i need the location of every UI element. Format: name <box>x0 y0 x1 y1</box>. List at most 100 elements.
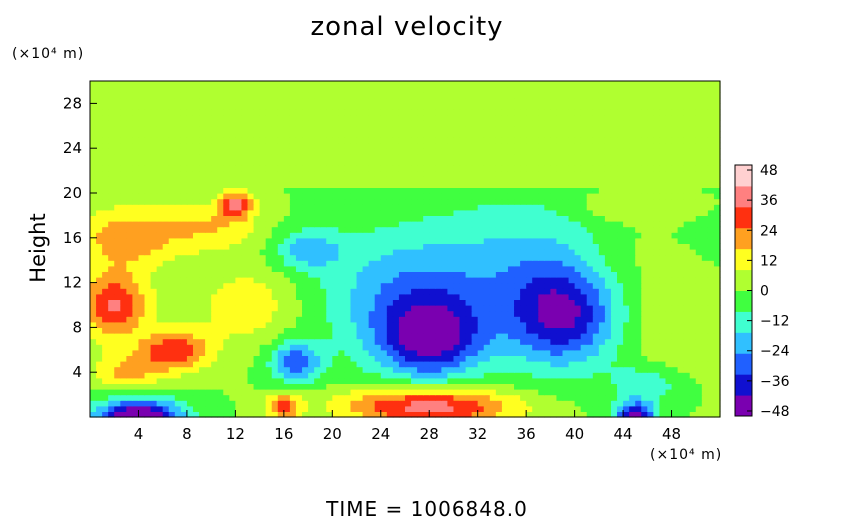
contour-cell <box>671 344 679 351</box>
contour-cell <box>392 165 400 172</box>
contour-cell <box>526 226 533 233</box>
contour-cell <box>259 366 267 373</box>
contour-cell <box>138 165 146 172</box>
contour-cell <box>308 305 315 312</box>
contour-cell <box>374 232 382 239</box>
contour-cell <box>598 282 606 289</box>
contour-cell <box>271 411 279 418</box>
contour-cell <box>671 282 679 289</box>
contour-cell <box>623 265 630 272</box>
contour-cell <box>247 383 255 390</box>
contour-cell <box>162 237 170 244</box>
contour-cell <box>665 344 673 351</box>
contour-cell <box>417 237 424 244</box>
contour-cell <box>102 355 109 362</box>
contour-cell <box>647 198 654 205</box>
contour-cell <box>526 299 533 306</box>
contour-cell <box>417 349 424 356</box>
contour-cell <box>114 400 121 407</box>
contour-cell <box>568 366 576 373</box>
contour-cell <box>556 310 564 317</box>
contour-cell <box>556 221 564 228</box>
contour-cell <box>102 221 109 228</box>
contour-cell <box>665 316 673 323</box>
contour-cell <box>623 170 630 177</box>
contour-cell <box>689 327 697 334</box>
contour-cell <box>362 372 370 379</box>
contour-cell <box>707 377 715 384</box>
contour-cell <box>289 344 297 351</box>
contour-cell <box>162 305 170 312</box>
contour-cell <box>241 249 249 256</box>
contour-cell <box>314 204 321 211</box>
contour-cell <box>592 221 600 228</box>
contour-cell <box>374 316 382 323</box>
contour-cell <box>96 333 103 340</box>
contour-cell <box>453 193 461 200</box>
contour-cell <box>429 361 436 368</box>
contour-cell <box>507 181 515 188</box>
contour-cell <box>338 316 346 323</box>
contour-cell <box>713 209 721 216</box>
contour-cell <box>447 394 455 401</box>
contour-cell <box>411 243 418 250</box>
contour-cell <box>586 349 594 356</box>
contour-cell <box>308 153 315 160</box>
contour-cell <box>471 181 479 188</box>
contour-cell <box>253 338 261 345</box>
contour-cell <box>138 198 146 205</box>
contour-cell <box>429 232 436 239</box>
contour-field <box>90 81 721 418</box>
contour-cell <box>235 366 243 373</box>
contour-cell <box>205 148 212 155</box>
contour-cell <box>532 198 539 205</box>
contour-cell <box>598 198 606 205</box>
contour-cell <box>223 383 230 390</box>
contour-cell <box>501 193 509 200</box>
contour-cell <box>259 271 267 278</box>
contour-cell <box>514 165 521 172</box>
contour-cell <box>556 249 564 256</box>
contour-cell <box>192 389 200 396</box>
contour-cell <box>180 349 188 356</box>
contour-cell <box>629 293 636 300</box>
contour-cell <box>441 400 449 407</box>
contour-cell <box>683 159 691 166</box>
contour-cell <box>514 372 521 379</box>
contour-cell <box>411 215 418 222</box>
contour-cell <box>471 221 479 228</box>
contour-cell <box>205 204 212 211</box>
contour-cell <box>441 277 449 284</box>
contour-cell <box>635 333 642 340</box>
contour-cell <box>695 361 703 368</box>
contour-cell <box>477 193 485 200</box>
contour-cell <box>320 310 327 317</box>
contour-cell <box>713 170 721 177</box>
contour-cell <box>423 198 430 205</box>
contour-cell <box>114 176 121 183</box>
contour-cell <box>695 355 703 362</box>
contour-cell <box>501 271 509 278</box>
contour-cell <box>162 349 170 356</box>
contour-cell <box>295 349 303 356</box>
contour-cell <box>120 226 127 233</box>
contour-cell <box>441 232 449 239</box>
contour-cell <box>114 327 121 334</box>
contour-cell <box>211 170 218 177</box>
contour-cell <box>277 277 285 284</box>
contour-cell <box>665 299 673 306</box>
contour-cell <box>695 237 703 244</box>
contour-cell <box>229 249 236 256</box>
contour-cell <box>386 232 394 239</box>
contour-cell <box>471 400 479 407</box>
contour-cell <box>465 243 473 250</box>
contour-cell <box>532 215 539 222</box>
contour-cell <box>350 209 358 216</box>
contour-cell <box>532 400 539 407</box>
contour-cell <box>368 372 376 379</box>
contour-cell <box>90 305 97 312</box>
contour-cell <box>289 159 297 166</box>
contour-cell <box>562 293 570 300</box>
contour-cell <box>580 209 588 216</box>
contour-cell <box>386 243 394 250</box>
